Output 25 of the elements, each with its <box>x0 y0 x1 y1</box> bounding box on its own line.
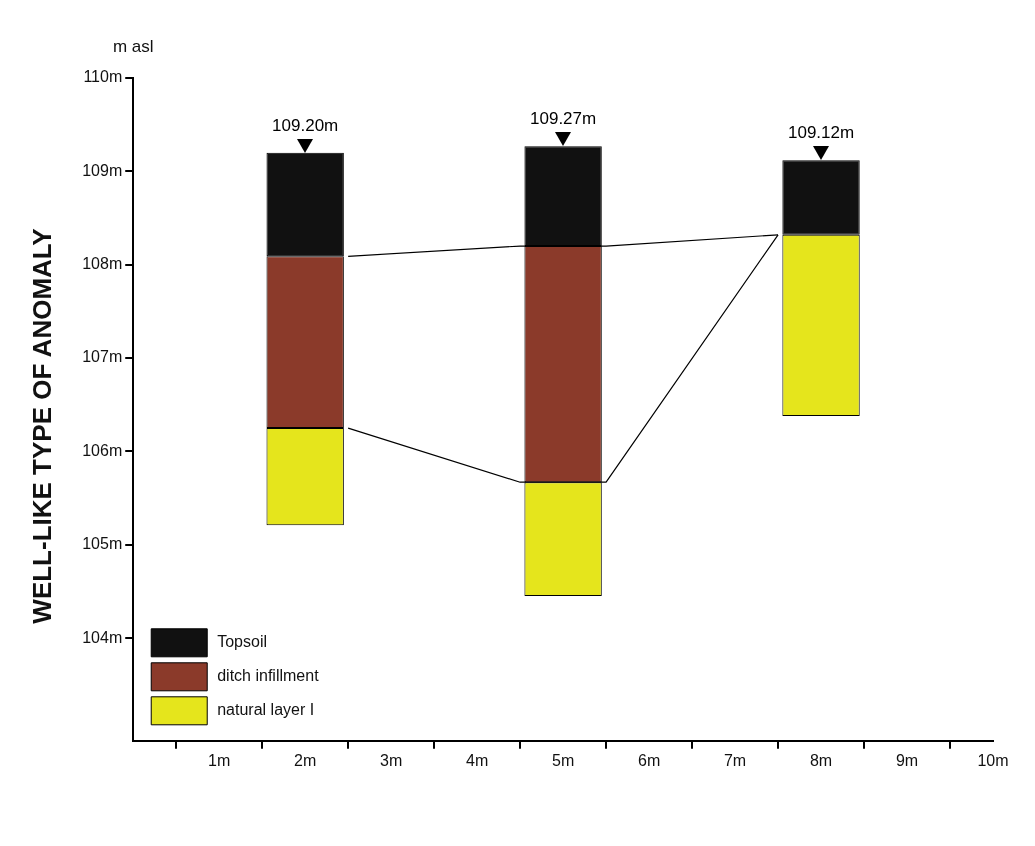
x-tick-label: 3m <box>380 751 403 769</box>
x-tick-label: 8m <box>809 751 833 769</box>
x-tick-label: 4m <box>466 751 489 769</box>
text: WELL-LIKE TYPE OF ANOMALY <box>26 228 57 624</box>
x-tick-label: 2m <box>294 751 317 769</box>
x-tick-label: 9m <box>895 751 919 769</box>
x-tick-label: 10m <box>977 751 1009 769</box>
y-tick-label: 108m <box>82 255 123 273</box>
x-tick-label: 6m <box>637 751 661 769</box>
y-axis-title: m asl <box>112 37 154 57</box>
y-tick-label: 105m <box>82 535 123 553</box>
x-tick-label: 5m <box>551 751 575 769</box>
y-tick-label: 107m <box>82 348 123 366</box>
x-tick-label: 1m <box>208 751 231 769</box>
legend-label: ditch infillment <box>217 667 320 685</box>
legend-label: natural layer I <box>217 701 315 719</box>
y-tick-label: 110m <box>83 68 123 86</box>
x-tick-label: 7m <box>723 751 747 769</box>
y-tick-label: 106m <box>82 441 123 459</box>
annotation: 109.27m <box>530 109 597 129</box>
y-tick-label: 104m <box>82 628 123 646</box>
y-tick-label: 109m <box>82 161 123 179</box>
legend-label: Topsoil <box>217 633 268 651</box>
annotation: 109.20m <box>272 115 339 135</box>
annotation: 109.12m <box>787 123 855 143</box>
